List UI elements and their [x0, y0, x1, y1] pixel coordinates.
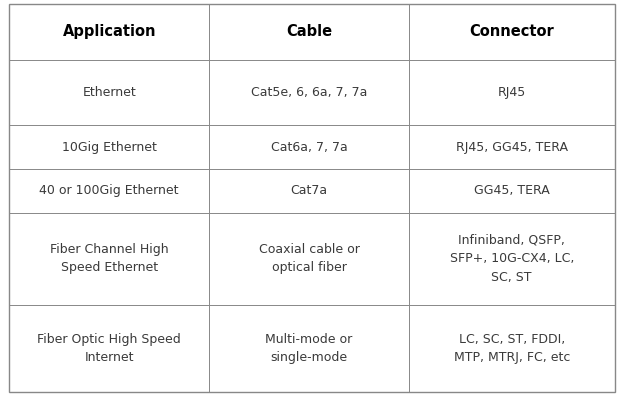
Text: RJ45, GG45, TERA: RJ45, GG45, TERA [456, 141, 568, 154]
Bar [9, 305, 209, 392]
Bar [409, 305, 615, 392]
Bar [9, 60, 209, 125]
Bar [409, 60, 615, 125]
Bar [9, 125, 209, 169]
Text: RJ45: RJ45 [497, 86, 526, 99]
Text: Application: Application [62, 24, 156, 39]
Bar [409, 4, 615, 60]
Text: Cat5e, 6, 6a, 7, 7a: Cat5e, 6, 6a, 7, 7a [251, 86, 367, 99]
Text: Cat6a, 7, 7a: Cat6a, 7, 7a [271, 141, 348, 154]
Text: Ethernet: Ethernet [82, 86, 136, 99]
Bar [409, 125, 615, 169]
Text: GG45, TERA: GG45, TERA [474, 184, 550, 197]
Bar [409, 213, 615, 305]
Bar [209, 213, 409, 305]
Text: Cat7a: Cat7a [290, 184, 328, 197]
Bar [9, 213, 209, 305]
Bar [9, 4, 209, 60]
Text: Multi-mode or
single-mode: Multi-mode or single-mode [265, 333, 353, 364]
Bar [209, 125, 409, 169]
Bar [209, 169, 409, 213]
Bar [209, 60, 409, 125]
Text: 10Gig Ethernet: 10Gig Ethernet [62, 141, 157, 154]
Text: Infiniband, QSFP,
SFP+, 10G-CX4, LC,
SC, ST: Infiniband, QSFP, SFP+, 10G-CX4, LC, SC,… [449, 234, 574, 284]
Text: Cable: Cable [286, 24, 332, 39]
Bar [9, 169, 209, 213]
Bar [209, 4, 409, 60]
Bar [409, 169, 615, 213]
Text: Fiber Channel High
Speed Ethernet: Fiber Channel High Speed Ethernet [50, 243, 168, 274]
Text: Fiber Optic High Speed
Internet: Fiber Optic High Speed Internet [37, 333, 181, 364]
Text: LC, SC, ST, FDDI,
MTP, MTRJ, FC, etc: LC, SC, ST, FDDI, MTP, MTRJ, FC, etc [454, 333, 570, 364]
Text: Connector: Connector [469, 24, 554, 39]
Text: Coaxial cable or
optical fiber: Coaxial cable or optical fiber [258, 243, 359, 274]
Text: 40 or 100Gig Ethernet: 40 or 100Gig Ethernet [39, 184, 179, 197]
Bar [209, 305, 409, 392]
